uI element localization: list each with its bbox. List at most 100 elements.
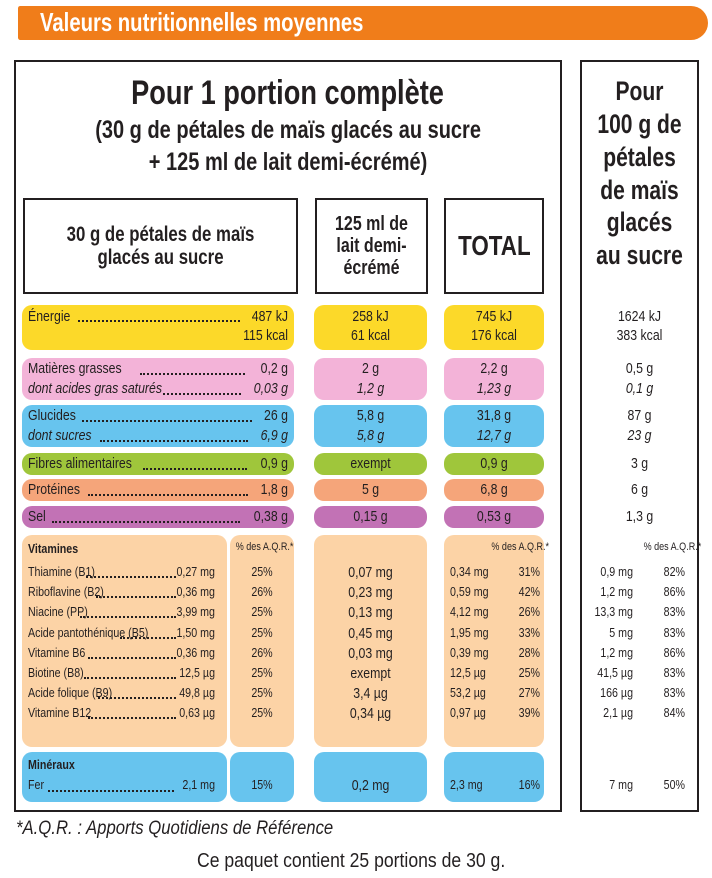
vitamin-cereal-aqr: 25% bbox=[251, 564, 273, 579]
salt-100g: 1,3 g bbox=[625, 508, 654, 525]
vitamin-label: Thiamine (B1) bbox=[28, 564, 95, 579]
vitamin-leader bbox=[88, 657, 176, 659]
vitamin-cereal-aqr: 25% bbox=[251, 665, 273, 680]
vitamin-leader bbox=[84, 677, 176, 679]
fibre-milk: exempt bbox=[350, 455, 391, 472]
vitamin-cereal: 0,63 µg bbox=[179, 705, 215, 720]
fibre-label: Fibres alimentaires bbox=[28, 455, 132, 472]
portion-frame bbox=[14, 60, 562, 812]
carbs-band-milk bbox=[314, 405, 427, 447]
vitamin-100g-aqr: 82% bbox=[663, 564, 685, 579]
banner-title: Valeurs nutritionnelles moyennes bbox=[40, 7, 364, 37]
vitamin-100g-aqr: 83% bbox=[663, 665, 685, 680]
vitamin-100g: 0,9 mg bbox=[600, 564, 633, 579]
milk-column-head: 125 ml de lait demi-écrémé bbox=[315, 198, 428, 294]
vitamins-title: Vitamines bbox=[28, 541, 79, 556]
vitamin-100g-aqr: 84% bbox=[663, 705, 685, 720]
protein-band-total bbox=[444, 479, 544, 501]
carbs-leader bbox=[82, 420, 252, 422]
energy-leader bbox=[78, 320, 240, 322]
per100-frame bbox=[580, 60, 699, 812]
energy-kj-cereal: 487 kJ bbox=[251, 308, 288, 325]
energy-band-total bbox=[444, 305, 544, 350]
minerals-title: Minéraux bbox=[28, 757, 75, 772]
protein-cereal: 1,8 g bbox=[260, 481, 288, 498]
vitamin-milk: 0,03 mg bbox=[348, 645, 393, 662]
energy-kj-total: 745 kJ bbox=[475, 308, 513, 325]
vitamin-leader bbox=[96, 596, 176, 598]
fat-cereal: 0,2 g bbox=[260, 360, 288, 377]
sugars-leader bbox=[100, 440, 248, 442]
portion-subheading-2: + 125 ml de lait demi-écrémé) bbox=[148, 148, 428, 176]
protein-total: 6,8 g bbox=[480, 481, 508, 498]
fibre-total: 0,9 g bbox=[480, 455, 508, 472]
vitamin-100g-aqr: 83% bbox=[663, 604, 685, 619]
saturated-milk: 1,2 g bbox=[356, 380, 385, 397]
carbs-label: Glucides bbox=[28, 407, 76, 424]
sugars-label: dont sucres bbox=[28, 427, 92, 444]
minerals-band-milk bbox=[314, 752, 427, 802]
vitamin-cereal-aqr: 26% bbox=[251, 584, 273, 599]
vitamin-total: 0,34 mg bbox=[450, 564, 489, 579]
energy-kcal-cereal: 115 kcal bbox=[243, 327, 288, 344]
vitamin-cereal: 0,27 mg bbox=[176, 564, 215, 579]
protein-milk: 5 g bbox=[361, 481, 380, 498]
vitamin-cereal-aqr: 25% bbox=[251, 604, 273, 619]
vitamin-100g: 1,2 mg bbox=[600, 645, 633, 660]
vitamin-total: 4,12 mg bbox=[450, 604, 489, 619]
iron-leader bbox=[48, 790, 174, 792]
saturated-leader bbox=[163, 393, 241, 395]
vitamin-100g-aqr: 86% bbox=[663, 584, 685, 599]
vitamin-total-aqr: 26% bbox=[518, 604, 540, 619]
vitamin-total-aqr: 42% bbox=[518, 584, 540, 599]
vitamin-label: Riboflavine (B2) bbox=[28, 584, 104, 599]
vitamin-label: Acide folique (B9) bbox=[28, 685, 113, 700]
vitamin-100g-aqr: 86% bbox=[663, 645, 685, 660]
salt-label: Sel bbox=[28, 508, 46, 525]
sugars-100g: 23 g bbox=[627, 427, 652, 444]
sugars-total: 12,7 g bbox=[476, 427, 512, 444]
vitamin-total-aqr: 39% bbox=[518, 705, 540, 720]
fibre-100g: 3 g bbox=[630, 455, 649, 472]
fat-100g: 0,5 g bbox=[625, 360, 654, 377]
vitamin-leader bbox=[86, 576, 176, 578]
vitamin-cereal: 3,99 mg bbox=[176, 604, 215, 619]
vitamin-cereal-aqr: 25% bbox=[251, 685, 273, 700]
vitamin-cereal-aqr: 25% bbox=[251, 625, 273, 640]
vitamin-label: Acide pantothénique (B5) bbox=[28, 625, 149, 640]
vitamin-cereal: 49,8 µg bbox=[179, 685, 215, 700]
aqr-head-100g: % des A.Q.R.* bbox=[643, 541, 702, 553]
vitamin-milk: 0,45 mg bbox=[348, 625, 393, 642]
vitamin-label: Vitamine B6 bbox=[28, 645, 86, 660]
vitamin-cereal: 12,5 µg bbox=[179, 665, 215, 680]
vitamin-100g: 166 µg bbox=[600, 685, 633, 700]
vitamin-leader bbox=[88, 717, 176, 719]
salt-leader bbox=[52, 521, 240, 523]
vitamin-total-aqr: 31% bbox=[518, 564, 540, 579]
salt-milk: 0,15 g bbox=[353, 508, 388, 525]
vitamin-leader bbox=[80, 616, 176, 618]
fat-band-total bbox=[444, 358, 544, 400]
vitamin-total-aqr: 27% bbox=[518, 685, 540, 700]
iron-cereal-aqr: 15% bbox=[251, 777, 273, 792]
iron-milk: 0,2 mg bbox=[351, 777, 390, 794]
vitamin-total-aqr: 28% bbox=[518, 645, 540, 660]
iron-100g-aqr: 50% bbox=[663, 777, 685, 792]
minerals-band bbox=[22, 752, 227, 802]
minerals-band-aqr bbox=[230, 752, 294, 802]
fat-leader bbox=[140, 373, 245, 375]
vitamin-total: 0,97 µg bbox=[450, 705, 486, 720]
vitamin-cereal-aqr: 26% bbox=[251, 645, 273, 660]
vitamins-band-milk bbox=[314, 535, 427, 747]
fat-band-milk bbox=[314, 358, 427, 400]
saturated-total: 1,23 g bbox=[476, 380, 512, 397]
vitamin-milk: 3,4 µg bbox=[353, 685, 388, 702]
package-note: Ce paquet contient 25 portions de 30 g. bbox=[197, 850, 506, 872]
energy-label: Énergie bbox=[28, 308, 71, 325]
iron-cereal: 2,1 mg bbox=[182, 777, 215, 792]
vitamin-total: 1,95 mg bbox=[450, 625, 489, 640]
fat-label: Matières grasses bbox=[28, 360, 122, 377]
per100-column-head: Pour 100 g de pétales de maïs glacés au … bbox=[596, 75, 683, 271]
vitamin-milk: 0,13 mg bbox=[348, 604, 393, 621]
vitamin-100g: 2,1 µg bbox=[603, 705, 633, 720]
